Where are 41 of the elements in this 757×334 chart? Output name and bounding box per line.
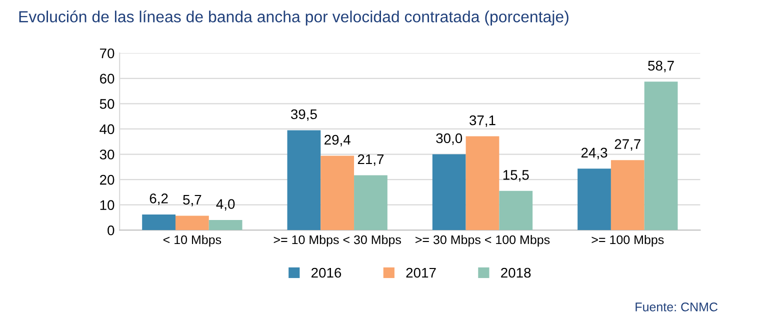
y-tick-label: 50 bbox=[100, 99, 114, 109]
y-tick-label: 30 bbox=[100, 150, 114, 160]
y-tick-label: 40 bbox=[100, 124, 114, 134]
data-label: 5,7 bbox=[183, 194, 202, 206]
y-tick-label: 60 bbox=[100, 74, 114, 84]
data-label: 37,1 bbox=[470, 115, 496, 127]
x-tick-label: >= 10 Mbps < 30 Mbps bbox=[274, 234, 401, 247]
y-tick-label: 10 bbox=[100, 200, 114, 210]
data-label: 4,0 bbox=[216, 199, 235, 211]
chart-title: Evolución de las líneas de banda ancha por velocidad contratada (porcentaje) bbox=[19, 10, 568, 26]
bar bbox=[208, 220, 242, 230]
data-label: 15,5 bbox=[503, 170, 529, 182]
x-tick-label: < 10 Mbps bbox=[163, 234, 222, 247]
data-label: 21,7 bbox=[358, 154, 384, 166]
y-tick-label: 0 bbox=[108, 225, 114, 236]
y-tick-label: 20 bbox=[100, 174, 114, 185]
bar bbox=[578, 168, 611, 230]
bar bbox=[432, 154, 466, 230]
data-label: 6,2 bbox=[150, 194, 168, 206]
legend-label: 2017 bbox=[406, 268, 436, 278]
source-note: Fuente: CNMC bbox=[636, 302, 718, 312]
bar bbox=[142, 214, 176, 230]
x-tick-label: >= 100 Mbps bbox=[592, 234, 664, 247]
bar bbox=[610, 160, 644, 230]
y-tick-label: 70 bbox=[100, 48, 114, 58]
bar bbox=[175, 216, 209, 230]
legend-label: 2018 bbox=[501, 268, 531, 278]
bar bbox=[287, 130, 321, 230]
data-label: 29,4 bbox=[324, 134, 350, 146]
data-label: 58,7 bbox=[648, 60, 674, 72]
bar bbox=[644, 82, 678, 230]
legend-label: 2016 bbox=[311, 268, 342, 278]
data-label: 39,5 bbox=[290, 109, 317, 121]
bar bbox=[466, 136, 500, 230]
data-label: 24,3 bbox=[581, 148, 608, 160]
data-label: 27,7 bbox=[614, 139, 640, 151]
bar bbox=[499, 190, 533, 230]
x-tick-label: >= 30 Mbps < 100 Mbps bbox=[416, 234, 550, 247]
data-label: 30,0 bbox=[436, 133, 462, 145]
bar bbox=[354, 175, 388, 230]
bar bbox=[320, 156, 354, 230]
